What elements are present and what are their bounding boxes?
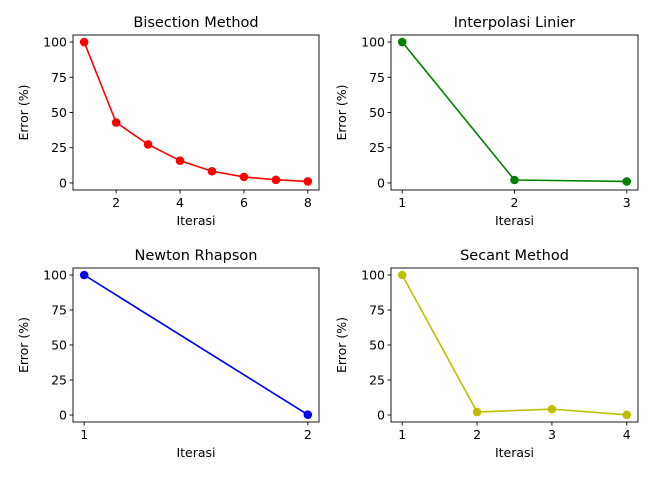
y-tick-label: 100 <box>361 268 385 283</box>
x-axis-label: Iterasi <box>495 213 534 228</box>
axes-frame <box>390 34 639 191</box>
x-tick-label: 2 <box>112 195 120 210</box>
subplot-1: Bisection Method 0 25 50 75 100 2 4 6 8 Iterasi Err… <box>16 15 320 228</box>
y-tick-label: 50 <box>51 338 67 353</box>
series-line <box>401 41 627 183</box>
series-line <box>401 274 627 416</box>
data-point <box>207 166 217 176</box>
x-axis-label: Iterasi <box>495 445 534 460</box>
x-tick-label: 4 <box>623 427 631 442</box>
data-point <box>175 156 185 165</box>
x-axis-label: Iterasi <box>176 213 215 228</box>
x-axis-label: Iterasi <box>176 445 215 460</box>
series-line <box>83 274 309 416</box>
series-line <box>83 41 308 183</box>
y-tick-label: 100 <box>361 35 385 50</box>
x-tick-label: 3 <box>623 195 631 210</box>
x-tick-label: 8 <box>304 195 312 210</box>
x-tick-label: 1 <box>398 195 406 210</box>
data-point <box>510 175 519 185</box>
y-tick-label: 75 <box>369 303 385 318</box>
x-tick-label: 2 <box>304 427 312 442</box>
y-tick-label: 25 <box>369 373 385 388</box>
y-axis-label: Error (%) <box>16 317 31 373</box>
y-tick-label: 0 <box>377 175 385 190</box>
x-tick-label: 2 <box>473 427 481 442</box>
data-point <box>622 410 632 420</box>
chart-title: Newton Rhapson <box>135 248 258 264</box>
x-tick-label: 1 <box>398 427 406 442</box>
y-axis-label: Error (%) <box>16 84 31 140</box>
x-tick-label: 6 <box>240 195 248 210</box>
data-point <box>143 140 153 149</box>
y-tick-label: 100 <box>43 35 67 50</box>
data-point <box>271 175 281 185</box>
y-tick-label: 0 <box>377 408 385 423</box>
chart-title: Secant Method <box>460 248 569 264</box>
y-axis-label: Error (%) <box>334 317 349 373</box>
data-point <box>397 270 407 280</box>
data-point <box>397 37 407 47</box>
chart-title: Bisection Method <box>133 15 258 31</box>
x-tick-label: 1 <box>80 427 88 442</box>
y-tick-label: 0 <box>59 408 67 423</box>
data-point <box>622 177 632 186</box>
subplot-3: Newton Rhapson 0 25 50 75 100 1 2 Iterasi Error (… <box>16 248 320 460</box>
data-point <box>79 37 89 47</box>
subplot-4: Secant Method 0 25 50 75 100 1 2 3 4 Iterasi Error … <box>334 248 639 460</box>
y-tick-label: 50 <box>369 105 385 120</box>
x-tick-label: 4 <box>176 195 184 210</box>
y-tick-label: 25 <box>369 140 385 155</box>
data-point <box>79 270 89 280</box>
y-tick-label: 75 <box>51 70 67 85</box>
y-tick-label: 75 <box>51 303 67 318</box>
data-point <box>111 118 121 127</box>
y-tick-label: 50 <box>51 105 67 120</box>
data-point <box>303 177 313 186</box>
y-tick-label: 100 <box>43 268 67 283</box>
y-axis-label: Error (%) <box>334 84 349 140</box>
data-point <box>239 172 249 182</box>
y-tick-label: 25 <box>51 140 67 155</box>
data-point <box>547 404 557 414</box>
y-tick-label: 25 <box>51 373 67 388</box>
data-point <box>472 407 482 417</box>
chart-title: Interpolasi Linier <box>454 15 575 31</box>
data-point <box>303 410 313 420</box>
y-tick-label: 50 <box>369 338 385 353</box>
subplot-2: Interpolasi Linier 0 25 50 75 100 1 2 3 Iterasi Er… <box>334 15 639 228</box>
x-tick-label: 2 <box>511 195 519 210</box>
y-tick-label: 0 <box>59 175 67 190</box>
y-tick-label: 75 <box>369 70 385 85</box>
axes-frame <box>390 267 639 423</box>
x-tick-label: 3 <box>548 427 556 442</box>
